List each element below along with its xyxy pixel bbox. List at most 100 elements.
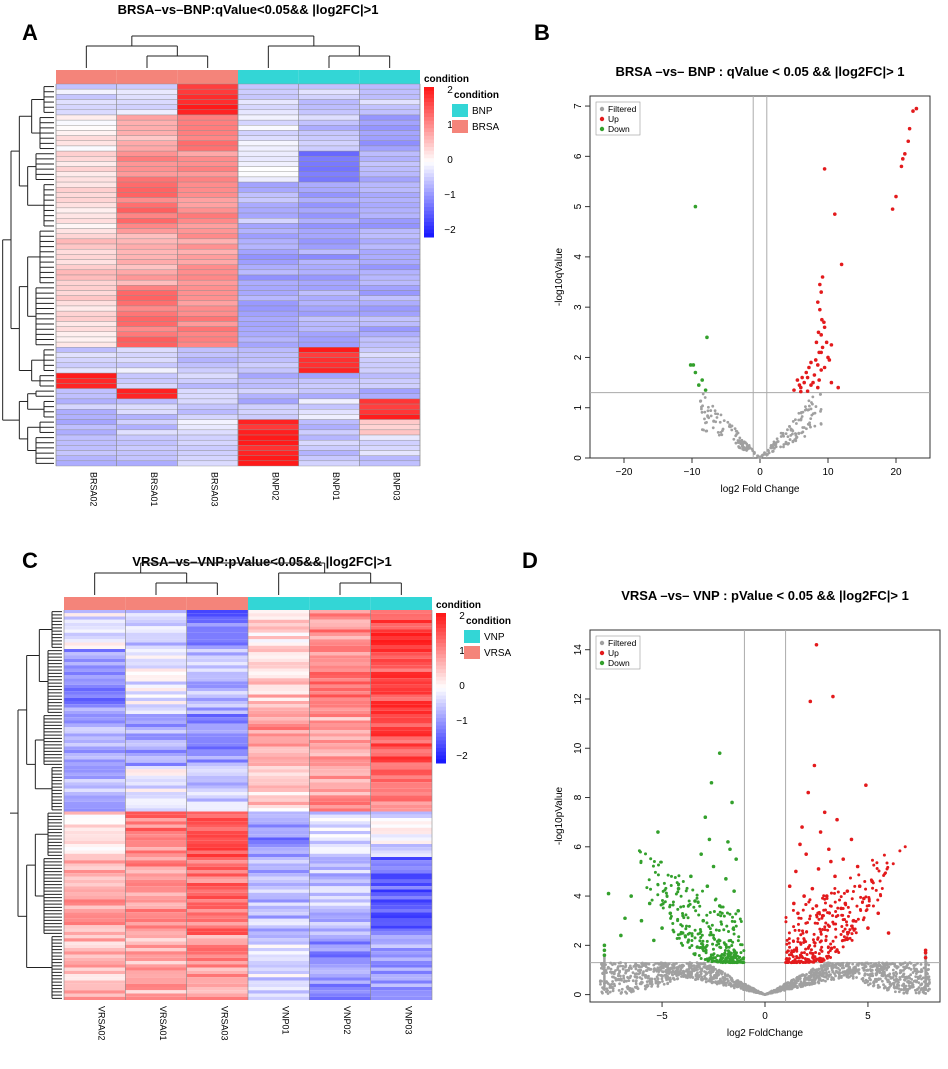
heatmap-cell [248, 629, 310, 633]
heatmap-cell [309, 720, 371, 724]
heatmap-cell [55, 460, 117, 467]
down-point [687, 899, 691, 903]
heatmap-cell [125, 658, 187, 662]
up-point [833, 212, 837, 216]
down-point [741, 957, 745, 961]
down-point [663, 888, 667, 892]
filtered-point [809, 417, 813, 420]
heatmap-cell [116, 383, 178, 389]
heatmap-cell [186, 671, 248, 675]
heatmap-cell [125, 694, 187, 698]
up-point [831, 939, 835, 943]
heatmap-cell [55, 450, 117, 456]
up-point [805, 375, 810, 380]
heatmap-cell [186, 736, 248, 740]
heatmap-cell [359, 212, 421, 219]
heatmap-cell [370, 996, 432, 1000]
heatmap-cell [186, 974, 248, 978]
filtered-point [873, 977, 877, 981]
down-point [602, 943, 607, 948]
heatmap-cell [64, 876, 126, 880]
heatmap-cell [237, 130, 299, 136]
filtered-point [831, 966, 835, 970]
heatmap-cell [125, 837, 187, 841]
heatmap-cell [125, 626, 187, 630]
up-point [802, 951, 806, 955]
down-point [698, 904, 702, 908]
heatmap-cell [64, 801, 126, 805]
heatmap-cell [125, 964, 187, 968]
heatmap-cell [309, 613, 371, 617]
heatmap-cell [55, 424, 117, 431]
filtered-point [606, 992, 610, 995]
heatmap-cell [237, 367, 299, 374]
heatmap-cell [370, 951, 432, 955]
filtered-point [631, 979, 635, 983]
heatmap-cell [309, 980, 371, 984]
heatmap-cell [370, 857, 432, 861]
heatmap-cell [359, 321, 421, 327]
filtered-point [912, 964, 916, 967]
heatmap-cell [237, 357, 299, 363]
filtered-point [893, 962, 897, 966]
heatmap-cell [64, 743, 126, 747]
color-scale-step [424, 139, 434, 144]
filtered-point [680, 975, 683, 978]
down-point [699, 946, 703, 950]
color-scale-tick: 0 [447, 155, 453, 166]
heatmap-cell [116, 460, 178, 467]
filtered-point [928, 980, 931, 984]
heatmap-cell [298, 326, 360, 332]
heatmap-cell [237, 228, 299, 234]
heatmap-cell [248, 727, 310, 731]
heatmap-cell [186, 931, 248, 935]
heatmap-cell [309, 636, 371, 640]
up-point [787, 884, 792, 889]
filtered-point [627, 968, 631, 972]
heatmap-cell [186, 876, 248, 880]
heatmap-cell [248, 681, 310, 685]
heatmap-cell [186, 740, 248, 744]
heatmap-cell [309, 925, 371, 929]
filtered-point [745, 444, 749, 448]
filtered-point [796, 979, 800, 983]
down-point [737, 960, 741, 964]
heatmap-cell [359, 109, 421, 116]
heatmap-cell [125, 632, 187, 636]
heatmap-cell [309, 632, 371, 636]
heatmap-cell [186, 688, 248, 692]
filtered-point [780, 986, 784, 990]
filtered-point [819, 422, 823, 426]
down-point [668, 903, 672, 907]
filtered-point [920, 983, 923, 986]
heatmap-cell [64, 655, 126, 659]
heatmap-cell [64, 970, 126, 974]
filtered-point [843, 972, 847, 976]
heatmap-cell [116, 290, 178, 296]
heatmap-cell [237, 450, 299, 456]
heatmap-cell [186, 704, 248, 708]
heatmap-cell [237, 135, 299, 141]
heatmap-cell [248, 964, 310, 968]
filtered-point [737, 445, 741, 448]
heatmap-cell [125, 970, 187, 974]
heatmap-cell [370, 743, 432, 747]
heatmap-cell [248, 886, 310, 890]
heatmap-cell [55, 114, 117, 121]
heatmap-cell [370, 905, 432, 909]
heatmap-cell [177, 372, 239, 379]
filtered-point [837, 975, 841, 979]
heatmap-cell [55, 254, 117, 260]
heatmap-cell [248, 840, 310, 844]
filtered-point [695, 961, 699, 965]
down-point [712, 936, 716, 940]
heatmap-cell [186, 616, 248, 620]
heatmap-cell [309, 798, 371, 802]
filtered-point [907, 979, 910, 983]
filtered-point [823, 964, 826, 968]
heatmap-cell [370, 632, 432, 636]
filtered-point [817, 967, 821, 971]
heatmap-cell [309, 840, 371, 844]
condition-legend-title: condition [454, 90, 499, 101]
down-point [659, 860, 663, 864]
